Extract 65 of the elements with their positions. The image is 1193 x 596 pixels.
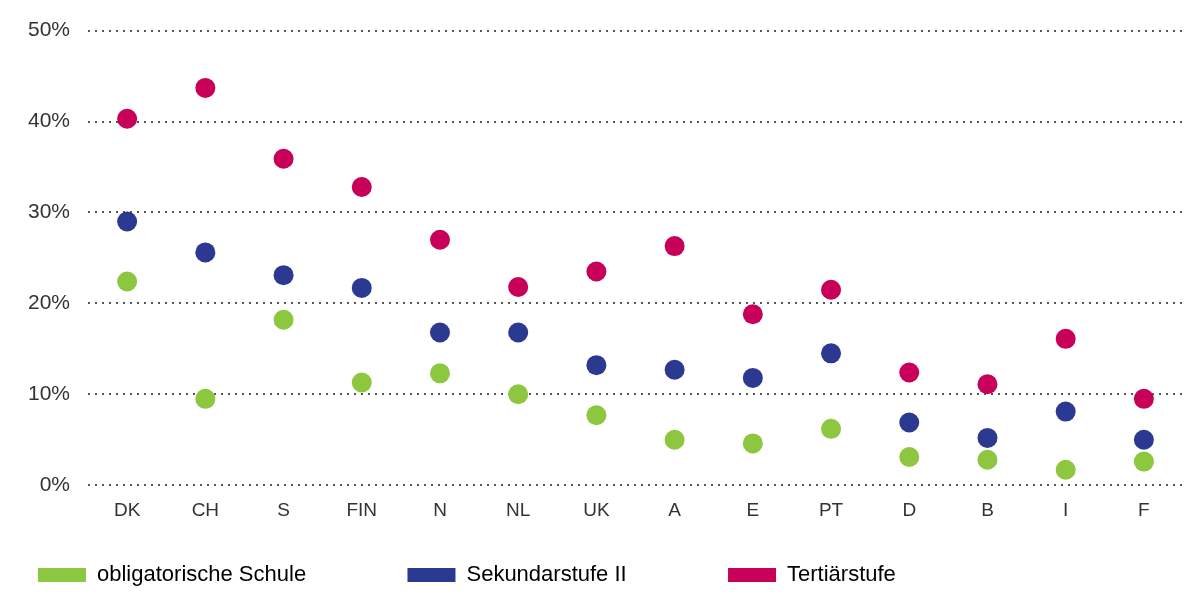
point (429, 229, 450, 250)
point (742, 304, 763, 325)
point (195, 388, 216, 409)
x-tick-label: E (746, 498, 760, 520)
point (273, 148, 294, 169)
legend-label: Sekundarstufe II (466, 561, 701, 587)
point (821, 418, 842, 439)
point (586, 355, 607, 376)
point (977, 427, 998, 448)
point (351, 372, 372, 393)
point (977, 374, 998, 395)
point (429, 363, 450, 384)
point (1055, 328, 1076, 349)
x-tick-label: NL (506, 498, 531, 520)
point (429, 322, 450, 343)
point (195, 242, 216, 263)
y-tick-label: 30% (28, 199, 71, 223)
point (1133, 429, 1154, 450)
point (586, 261, 607, 282)
y-tick-label: 40% (28, 108, 71, 132)
point (977, 449, 998, 470)
x-tick-label: I (1063, 498, 1069, 520)
point (1133, 451, 1154, 472)
y-tick-label: 20% (28, 290, 71, 314)
point (742, 433, 763, 454)
point (821, 343, 842, 364)
point (117, 271, 138, 292)
x-tick-label: DK (113, 498, 141, 520)
point (899, 447, 920, 468)
point (899, 412, 920, 433)
point (351, 176, 372, 197)
point (195, 77, 216, 98)
point (508, 384, 529, 405)
legend-label: Tertiärstufe (787, 561, 970, 587)
point (508, 276, 529, 297)
point (664, 236, 685, 257)
point (508, 322, 529, 343)
point (1133, 388, 1154, 409)
x-tick-label: D (902, 498, 917, 520)
y-tick-label: 50% (28, 17, 71, 41)
x-tick-label: B (981, 498, 994, 520)
x-tick-label: N (433, 498, 447, 520)
x-tick-label: F (1138, 498, 1150, 520)
x-tick-label: S (277, 498, 290, 520)
point (351, 277, 372, 298)
point (273, 309, 294, 330)
x-tick-label: UK (583, 498, 610, 520)
point (117, 211, 138, 232)
legend-label: obligatorische Schule (97, 561, 380, 587)
point (664, 359, 685, 380)
x-tick-label: CH (191, 498, 220, 520)
y-tick-label: 10% (28, 381, 71, 405)
point (821, 279, 842, 300)
point (273, 265, 294, 286)
x-tick-label: FIN (346, 498, 378, 520)
x-tick-label: A (668, 498, 682, 520)
point (742, 367, 763, 388)
point (664, 429, 685, 450)
point (1055, 401, 1076, 422)
point (586, 405, 607, 426)
point (1055, 459, 1076, 480)
point (117, 108, 138, 129)
y-tick-label: 0% (39, 472, 71, 495)
x-tick-label: PT (818, 498, 844, 520)
point (899, 362, 920, 383)
